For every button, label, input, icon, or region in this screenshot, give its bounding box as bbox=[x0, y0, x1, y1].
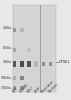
Bar bbox=[20, 86, 24, 90]
Text: 40kDa-: 40kDa- bbox=[3, 26, 13, 30]
Bar bbox=[34, 61, 38, 67]
Text: 100kDa-: 100kDa- bbox=[1, 76, 13, 80]
Bar bbox=[27, 61, 31, 67]
Bar bbox=[13, 61, 16, 67]
Bar bbox=[42, 62, 45, 66]
Text: U-251MG: U-251MG bbox=[19, 83, 30, 94]
Text: 293T: 293T bbox=[12, 87, 19, 94]
Text: MCF-7: MCF-7 bbox=[26, 86, 35, 94]
Text: GTSE1: GTSE1 bbox=[58, 60, 70, 64]
Text: 55kDa-: 55kDa- bbox=[3, 46, 13, 50]
Bar bbox=[13, 5, 56, 92]
Bar bbox=[13, 48, 16, 52]
Text: Mouse brain: Mouse brain bbox=[41, 80, 54, 94]
Bar bbox=[49, 62, 52, 66]
Text: Rat brain: Rat brain bbox=[48, 83, 59, 94]
Bar bbox=[13, 28, 16, 32]
Text: 130kDa-: 130kDa- bbox=[1, 86, 13, 90]
Text: Jurkat: Jurkat bbox=[33, 86, 41, 94]
Bar bbox=[20, 61, 24, 67]
Bar bbox=[13, 86, 16, 90]
Bar bbox=[20, 28, 24, 32]
Bar bbox=[20, 76, 24, 80]
Bar bbox=[13, 76, 16, 80]
Bar bbox=[27, 48, 31, 52]
Text: 70kDa-: 70kDa- bbox=[3, 60, 13, 64]
